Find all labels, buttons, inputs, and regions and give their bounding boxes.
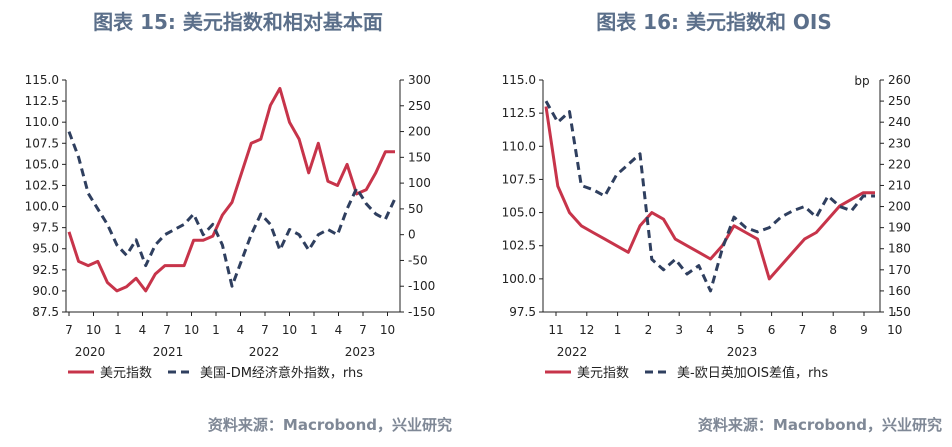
- chart1-legend-label: 美国-DM经济意外指数，rhs: [200, 365, 363, 381]
- chart2-right-tick-label: 220: [888, 157, 911, 171]
- chart2-x-tick-label: 6: [768, 323, 776, 337]
- chart1-left-tick-label: 97.5: [32, 221, 59, 235]
- chart1-left-tick-label: 100.0: [25, 200, 59, 214]
- chart1-left-tick-label: 107.5: [25, 136, 59, 150]
- chart1-x-tick-label: 4: [335, 323, 343, 337]
- chart2-x-tick-label: 1: [614, 323, 622, 337]
- chart1-x-tick-label: 7: [261, 323, 269, 337]
- chart2-x-tick-label: 3: [675, 323, 683, 337]
- chart1-x-tick-label: 10: [282, 323, 297, 337]
- chart2-right-tick-label: 250: [888, 94, 911, 108]
- chart2-year-label: 2023: [727, 345, 758, 359]
- chart1-x-tick-label: 7: [359, 323, 367, 337]
- chart1-right-tick-label: -50: [408, 253, 428, 267]
- chart2-x-tick-label: 7: [799, 323, 807, 337]
- chart2-right-tick-label: 260: [888, 73, 911, 87]
- chart1-left-tick-label: 115.0: [25, 73, 59, 87]
- chart1-x-tick-label: 1: [310, 323, 318, 337]
- chart1-year-label: 2020: [75, 345, 106, 359]
- chart1-x-tick-label: 4: [139, 323, 147, 337]
- chart1-x-tick-label: 10: [380, 323, 395, 337]
- chart2-x-tick-label: 11: [548, 323, 563, 337]
- chart2-x-tick-label: 4: [706, 323, 714, 337]
- chart1-source: 资料来源：Macrobond，兴业研究: [207, 416, 452, 434]
- chart1-right-tick-label: -100: [408, 279, 435, 293]
- chart1-right-tick-label: 200: [408, 125, 431, 139]
- chart1-right-tick-label: -150: [408, 305, 435, 319]
- chart2-left-tick-label: 100.0: [502, 272, 536, 286]
- chart1-x-tick-label: 1: [114, 323, 122, 337]
- chart1-left-tick-label: 112.5: [25, 94, 59, 108]
- chart1-x-tick-label: 1: [212, 323, 220, 337]
- chart2-year-label: 2022: [557, 345, 588, 359]
- chart2-right-tick-label: 200: [888, 200, 911, 214]
- chart1-x-tick-label: 7: [65, 323, 73, 337]
- chart1-legend-label: 美元指数: [100, 366, 152, 381]
- chart2-right-tick-label: 230: [888, 136, 911, 150]
- chart2-legend-label: 美-欧日英加OIS差值，rhs: [677, 365, 828, 381]
- chart1-x-tick-label: 10: [184, 323, 199, 337]
- chart2-legend-label: 美元指数: [577, 366, 629, 381]
- chart2-left-tick-label: 107.5: [502, 172, 536, 186]
- chart2-right-tick-label: 240: [888, 115, 911, 129]
- chart2-series-secondary: [544, 100, 875, 293]
- chart1-series-secondary: [67, 131, 397, 288]
- chart1-right-tick-label: 0: [408, 228, 416, 242]
- chart2-left-tick-label: 102.5: [502, 239, 536, 253]
- chart2-x-tick-label: 9: [860, 323, 868, 337]
- chart2-left-tick-label: 110.0: [502, 139, 536, 153]
- chart2-right-tick-label: 160: [888, 284, 911, 298]
- chart2-right-tick-label: 210: [888, 178, 911, 192]
- chart1-year-label: 2021: [153, 345, 184, 359]
- chart2-x-tick-label: 12: [579, 323, 594, 337]
- chart1-title: 图表 15: 美元指数和相对基本面: [93, 10, 383, 34]
- chart2-right-tick-label: 180: [888, 242, 911, 256]
- chart2-right-tick-label: 190: [888, 221, 911, 235]
- chart1-series-usd-index: [67, 86, 395, 293]
- chart1-x-tick-label: 4: [237, 323, 245, 337]
- chart1-left-tick-label: 95.0: [32, 242, 59, 256]
- chart2-x-tick-label: 10: [887, 323, 902, 337]
- chart2-title: 图表 16: 美元指数和 OIS: [596, 10, 832, 34]
- chart2-right-tick-label: 170: [888, 263, 911, 277]
- chart2-series-usd-index: [544, 106, 875, 281]
- chart2-left-tick-label: 112.5: [502, 106, 536, 120]
- chart2-left-tick-label: 115.0: [502, 73, 536, 87]
- chart1-right-tick-label: 300: [408, 73, 431, 87]
- chart2-left-tick-label: 105.0: [502, 206, 536, 220]
- chart1-right-tick-label: 50: [408, 202, 423, 216]
- chart1-left-tick-label: 92.5: [32, 263, 59, 277]
- chart1-left-tick-label: 110.0: [25, 115, 59, 129]
- chart1-left-tick-label: 90.0: [32, 284, 59, 298]
- chart1-x-tick-label: 7: [163, 323, 171, 337]
- chart2-source: 资料来源：Macrobond，兴业研究: [697, 416, 942, 434]
- chart1-left-tick-label: 105.0: [25, 157, 59, 171]
- chart2-right-unit: bp: [854, 74, 869, 88]
- chart1-right-tick-label: 100: [408, 176, 431, 190]
- chart1-year-label: 2023: [345, 345, 376, 359]
- chart1-year-label: 2022: [249, 345, 280, 359]
- chart2-x-tick-label: 8: [829, 323, 837, 337]
- chart1-right-tick-label: 150: [408, 150, 431, 164]
- chart2-left-tick-label: 97.5: [509, 305, 536, 319]
- chart2-x-tick-label: 5: [737, 323, 745, 337]
- chart1-left-tick-label: 87.5: [32, 305, 59, 319]
- chart1-left-tick-label: 102.5: [25, 178, 59, 192]
- chart2-x-tick-label: 2: [645, 323, 653, 337]
- chart1-x-tick-label: 10: [86, 323, 101, 337]
- chart1-right-tick-label: 250: [408, 99, 431, 113]
- chart2-right-tick-label: 150: [888, 305, 911, 319]
